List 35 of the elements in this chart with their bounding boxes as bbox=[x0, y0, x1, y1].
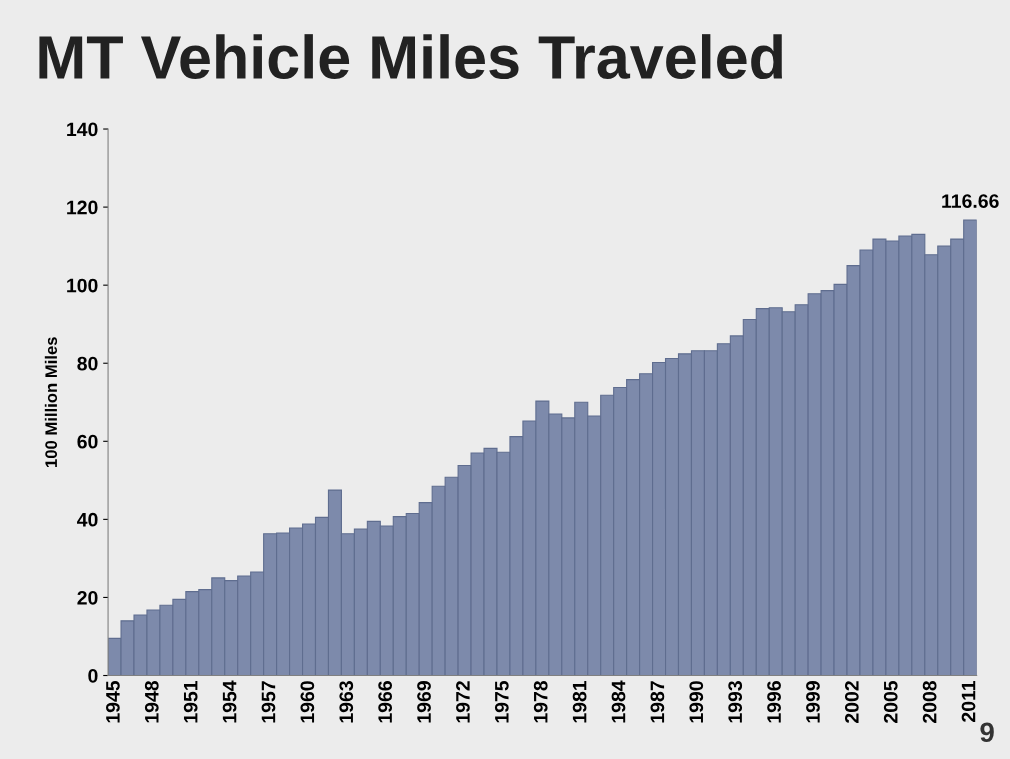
data-label: 116.66 bbox=[942, 194, 999, 208]
x-tick-label: 1993 bbox=[728, 681, 743, 723]
y-tick-label: 80 bbox=[77, 356, 98, 371]
x-tick-label: 1963 bbox=[339, 681, 354, 723]
x-tick-label: 1951 bbox=[183, 680, 198, 723]
x-tick-label: 1945 bbox=[106, 680, 120, 723]
x-tick-label: 1987 bbox=[650, 681, 665, 723]
y-tick-label: 140 bbox=[67, 122, 98, 137]
y-tick-label: 120 bbox=[67, 200, 98, 215]
x-tick-label: 1948 bbox=[144, 680, 159, 723]
x-tick-label: 1972 bbox=[456, 681, 470, 723]
y-tick-label: 20 bbox=[77, 590, 98, 605]
x-tick-label: 1966 bbox=[378, 681, 393, 723]
y-tick-label: 60 bbox=[77, 434, 98, 449]
y-tick-label: 100 bbox=[67, 278, 98, 293]
x-tick-label: 1954 bbox=[222, 680, 237, 723]
y-tick-label: 0 bbox=[88, 668, 98, 683]
y-axis-title: 100 Million Miles bbox=[44, 337, 58, 467]
x-tick-label: 1996 bbox=[767, 681, 781, 723]
x-tick-label: 2005 bbox=[883, 680, 898, 723]
x-tick-label: 1999 bbox=[806, 681, 820, 723]
x-tick-label: 1960 bbox=[300, 681, 315, 723]
x-tick-label: 1969 bbox=[417, 681, 431, 723]
chart-title: MT Vehicle Miles Traveled bbox=[39, 34, 782, 80]
y-tick-label: 40 bbox=[77, 512, 98, 527]
x-tick-label: 2002 bbox=[844, 681, 859, 723]
x-tick-label: 2011 bbox=[961, 680, 976, 722]
x-tick-label: 2008 bbox=[922, 680, 937, 723]
x-tick-label: 1978 bbox=[533, 680, 548, 723]
x-tick-label: 1990 bbox=[689, 681, 704, 723]
x-tick-label: 1981 bbox=[572, 680, 587, 723]
text: 9 bbox=[980, 722, 994, 743]
x-tick-label: 1984 bbox=[611, 680, 626, 723]
x-tick-label: 1957 bbox=[261, 681, 276, 723]
x-tick-label: 1975 bbox=[494, 680, 509, 723]
